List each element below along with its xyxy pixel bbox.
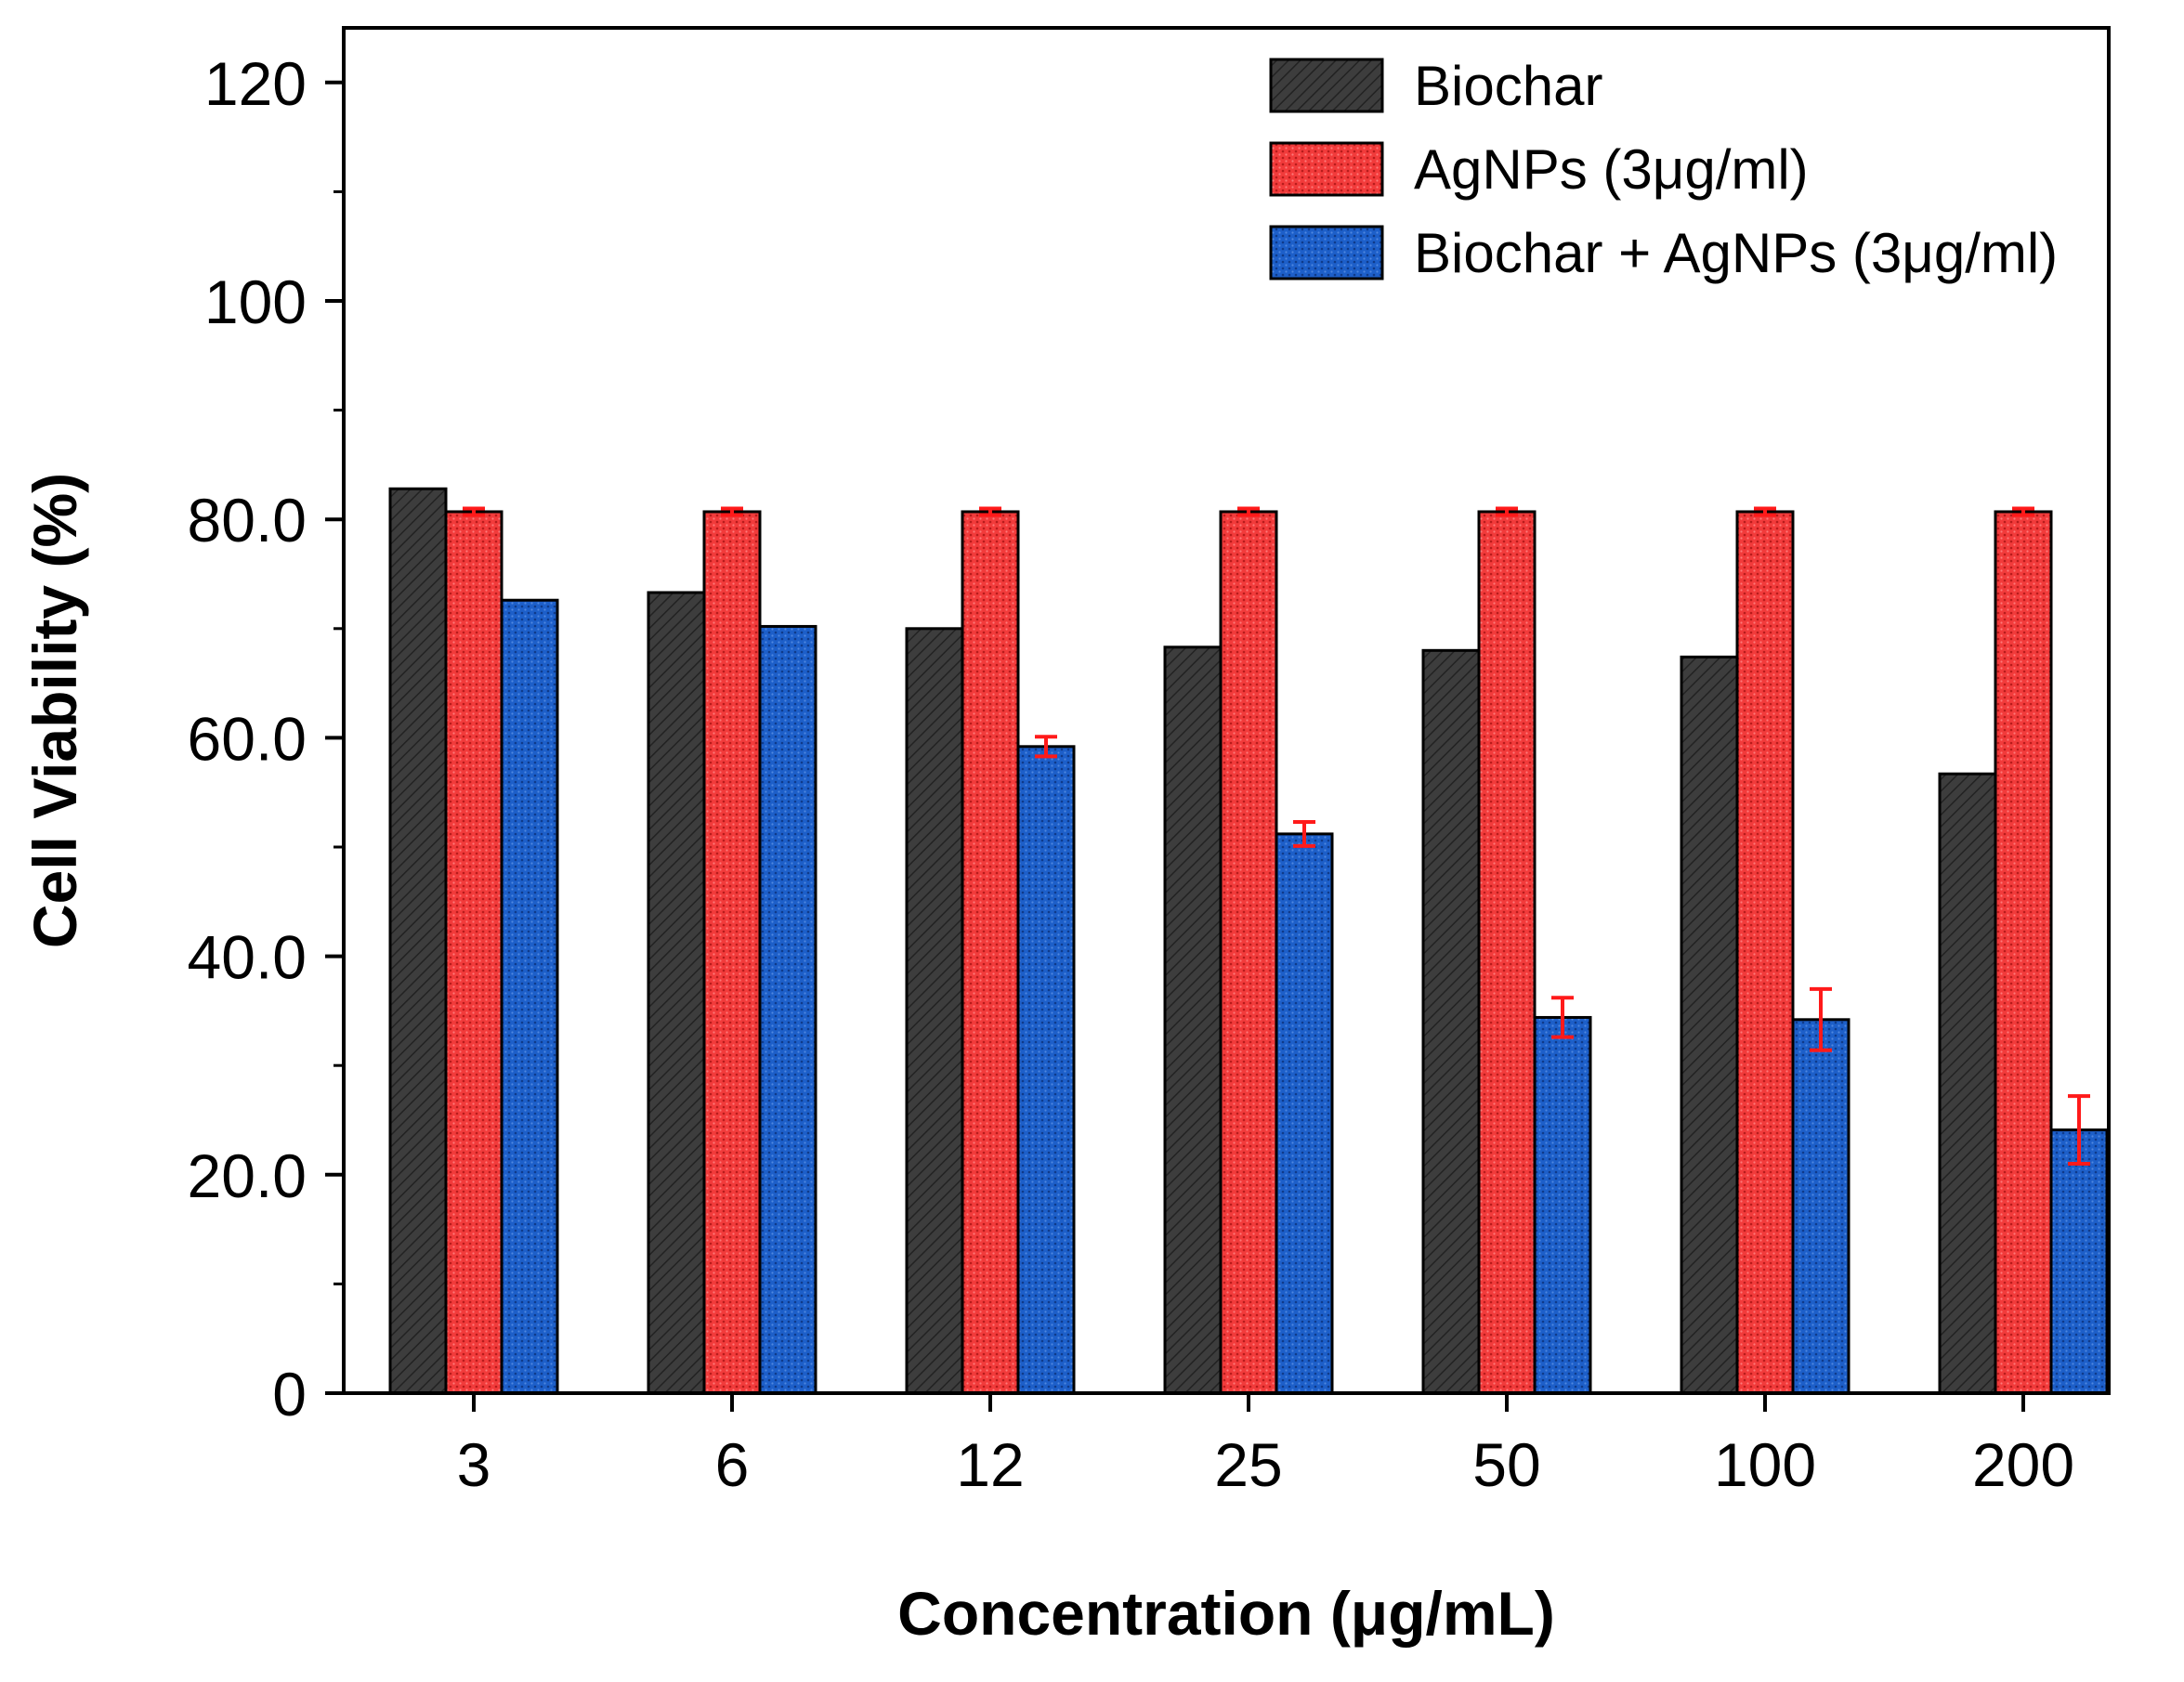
bar-agnps-25	[1219, 510, 1278, 1395]
bar-biochar-50	[1421, 648, 1481, 1395]
bar-biochar-agnps-200	[2049, 1128, 2109, 1395]
bar-biochar-200	[1938, 772, 1997, 1395]
error-bar-agnps-25	[1237, 506, 1260, 517]
x-tick-label: 3	[457, 1430, 491, 1499]
error-bar-biochar-agnps-12	[1035, 735, 1057, 759]
error-bar-agnps-12	[979, 506, 1001, 517]
y-tick-label: 40.0	[188, 923, 307, 992]
error-bar-biochar-agnps-100	[1810, 986, 1832, 1052]
x-tick-label: 50	[1472, 1430, 1540, 1499]
error-bar-biochar-agnps-50	[1551, 996, 1574, 1039]
error-bar-agnps-200	[2012, 506, 2034, 517]
legend-label-agnps: AgNPs (3μg/ml)	[1414, 138, 1809, 201]
error-bar-agnps-6	[721, 506, 743, 517]
legend-swatch-agnps	[1269, 141, 1384, 197]
x-axis-title: Concentration (μg/mL)	[897, 1579, 1555, 1648]
y-axis-title: Cell Viability (%)	[20, 473, 89, 948]
legend-swatch-biochar	[1269, 58, 1384, 113]
bar-biochar-100	[1680, 655, 1739, 1395]
x-tick-label: 12	[956, 1430, 1024, 1499]
bar-biochar-agnps-50	[1533, 1015, 1592, 1395]
y-tick-label: 60.0	[188, 704, 307, 773]
x-tick-label: 25	[1214, 1430, 1282, 1499]
bar-biochar-25	[1163, 645, 1223, 1395]
bar-biochar-agnps-3	[500, 598, 559, 1395]
legend-label-biochar-agnps: Biochar + AgNPs (3μg/ml)	[1414, 222, 2058, 284]
bar-biochar-agnps-25	[1275, 832, 1334, 1395]
error-bar-agnps-100	[1754, 506, 1776, 517]
error-bar-biochar-agnps-25	[1293, 819, 1315, 848]
bar-biochar-12	[905, 627, 964, 1395]
bar-agnps-6	[702, 510, 762, 1395]
legend: Biochar AgNPs (3μg/ml) Biochar + AgNPs (…	[1269, 55, 2058, 284]
bar-agnps-50	[1477, 510, 1537, 1395]
bar-biochar-agnps-6	[758, 624, 817, 1395]
plot-frame	[342, 26, 2111, 1395]
y-tick-label: 80.0	[188, 486, 307, 554]
error-bar-agnps-50	[1496, 506, 1518, 517]
bar-biochar-6	[647, 591, 706, 1395]
bar-agnps-100	[1735, 510, 1795, 1395]
y-tick-label: 120	[204, 49, 307, 118]
x-tick-label: 200	[1972, 1430, 2074, 1499]
bar-biochar-agnps-100	[1791, 1018, 1851, 1395]
error-bar-biochar-agnps-200	[2068, 1094, 2090, 1167]
x-tick-label: 6	[715, 1430, 750, 1499]
bar-agnps-3	[444, 510, 503, 1395]
bar-agnps-12	[961, 510, 1020, 1395]
y-tick-label: 100	[204, 267, 307, 336]
y-tick-label: 0	[272, 1360, 307, 1428]
y-tick-label: 20.0	[188, 1141, 307, 1210]
legend-swatch-biochar-agnps	[1269, 225, 1384, 280]
error-bar-agnps-3	[463, 506, 485, 517]
legend-label-biochar: Biochar	[1414, 55, 1602, 117]
x-tick-label: 100	[1714, 1430, 1816, 1499]
bar-biochar-agnps-12	[1016, 745, 1076, 1395]
bar-agnps-200	[1994, 510, 2053, 1395]
bar-biochar-3	[388, 487, 448, 1395]
